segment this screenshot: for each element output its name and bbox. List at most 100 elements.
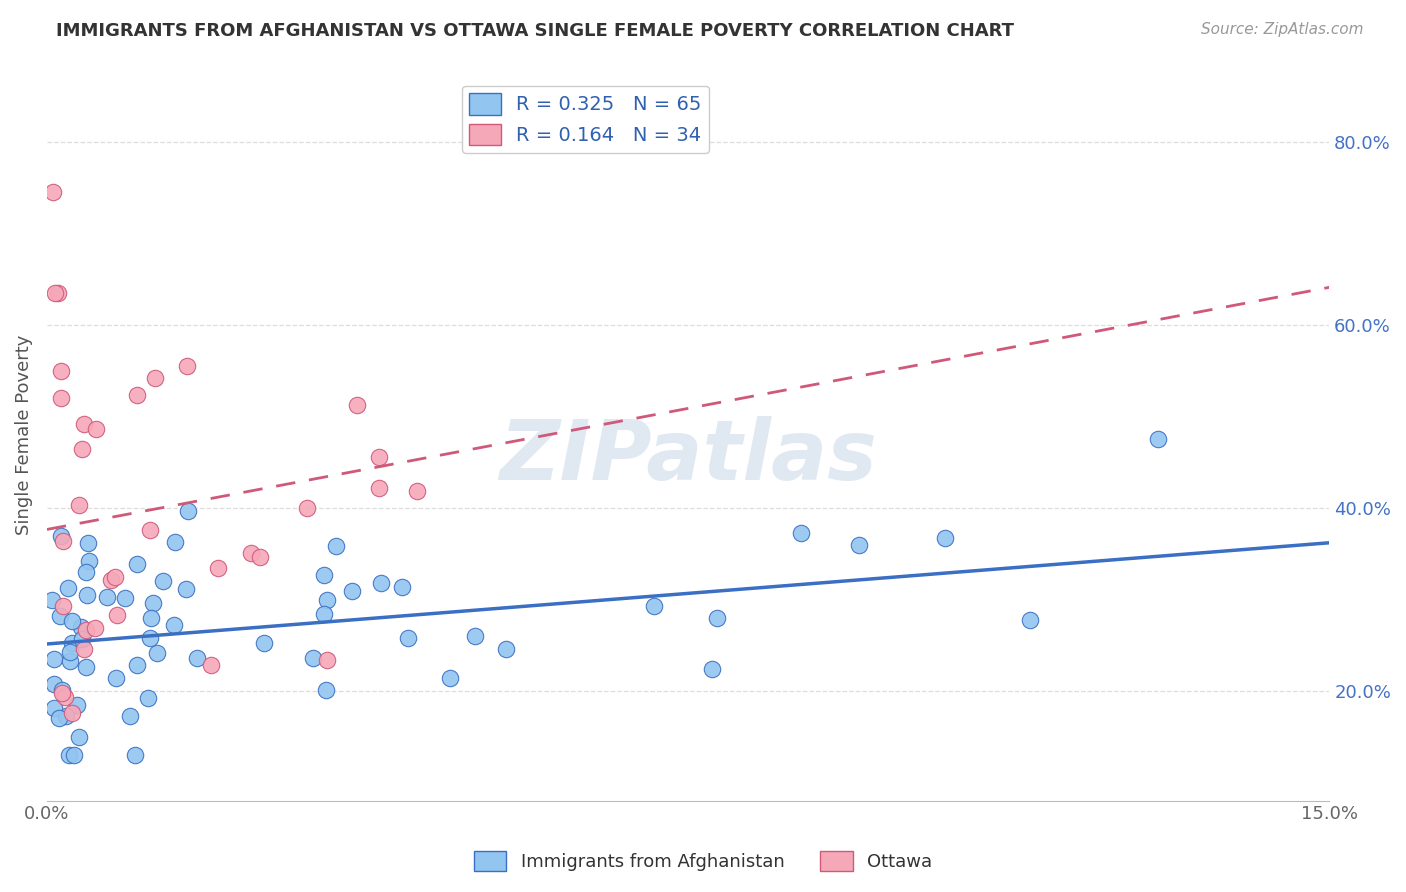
Point	[76, 535, 98, 549]
Point	[142, 596, 165, 610]
Point	[138, 631, 160, 645]
Point	[124, 747, 146, 762]
Point	[702, 661, 724, 675]
Point	[77, 554, 100, 568]
Point	[104, 671, 127, 685]
Point	[52, 599, 75, 613]
Point	[51, 391, 73, 405]
Point	[42, 701, 65, 715]
Point	[44, 285, 66, 300]
Point	[139, 611, 162, 625]
Point	[346, 399, 368, 413]
Point	[177, 504, 200, 518]
Point	[104, 570, 127, 584]
Point	[176, 359, 198, 373]
Point	[75, 623, 97, 637]
Point	[46, 285, 69, 300]
Legend: Immigrants from Afghanistan, Ottawa: Immigrants from Afghanistan, Ottawa	[467, 844, 939, 879]
Point	[41, 593, 63, 607]
Point	[163, 617, 186, 632]
Legend: R = 0.325   N = 65, R = 0.164   N = 34: R = 0.325 N = 65, R = 0.164 N = 34	[461, 86, 709, 153]
Text: IMMIGRANTS FROM AFGHANISTAN VS OTTAWA SINGLE FEMALE POVERTY CORRELATION CHART: IMMIGRANTS FROM AFGHANISTAN VS OTTAWA SI…	[56, 22, 1014, 40]
Point	[315, 652, 337, 666]
Point	[60, 706, 83, 721]
Point	[56, 581, 79, 595]
Point	[51, 682, 73, 697]
Point	[312, 567, 335, 582]
Point	[396, 631, 419, 645]
Point	[70, 620, 93, 634]
Point	[59, 654, 82, 668]
Point	[848, 538, 870, 552]
Point	[200, 658, 222, 673]
Point	[63, 747, 86, 762]
Point	[42, 677, 65, 691]
Point	[42, 185, 65, 199]
Point	[1019, 613, 1042, 627]
Text: Source: ZipAtlas.com: Source: ZipAtlas.com	[1201, 22, 1364, 37]
Point	[253, 635, 276, 649]
Point	[790, 525, 813, 540]
Point	[66, 698, 89, 712]
Point	[186, 650, 208, 665]
Point	[315, 683, 337, 698]
Point	[51, 529, 73, 543]
Point	[118, 709, 141, 723]
Text: ZIPatlas: ZIPatlas	[499, 416, 877, 497]
Point	[143, 371, 166, 385]
Point	[152, 574, 174, 589]
Point	[370, 576, 392, 591]
Point	[70, 442, 93, 457]
Point	[643, 599, 665, 614]
Point	[83, 621, 105, 635]
Point	[59, 645, 82, 659]
Point	[67, 730, 90, 744]
Point	[239, 546, 262, 560]
Point	[73, 641, 96, 656]
Point	[49, 363, 72, 377]
Point	[73, 417, 96, 431]
Point	[368, 481, 391, 495]
Point	[249, 550, 271, 565]
Point	[706, 610, 728, 624]
Point	[136, 690, 159, 705]
Point	[75, 566, 97, 580]
Point	[70, 632, 93, 646]
Point	[52, 534, 75, 549]
Point	[49, 609, 72, 624]
Point	[60, 615, 83, 629]
Point	[139, 523, 162, 537]
Point	[145, 646, 167, 660]
Point	[297, 501, 319, 516]
Point	[42, 652, 65, 666]
Point	[316, 592, 339, 607]
Point	[174, 582, 197, 597]
Point	[114, 591, 136, 606]
Point	[55, 708, 77, 723]
Point	[127, 657, 149, 672]
Point	[96, 591, 118, 605]
Point	[367, 450, 389, 465]
Point	[127, 388, 149, 402]
Point	[48, 711, 70, 725]
Point	[207, 561, 229, 575]
Point	[406, 483, 429, 498]
Point	[67, 498, 90, 512]
Point	[495, 642, 517, 657]
Point	[84, 422, 107, 436]
Point	[125, 557, 148, 571]
Point	[60, 636, 83, 650]
Point	[391, 581, 413, 595]
Y-axis label: Single Female Poverty: Single Female Poverty	[15, 334, 32, 535]
Point	[439, 671, 461, 685]
Point	[340, 584, 363, 599]
Point	[105, 607, 128, 622]
Point	[314, 607, 336, 622]
Point	[302, 651, 325, 665]
Point	[51, 685, 73, 699]
Point	[934, 531, 956, 545]
Point	[76, 588, 98, 602]
Point	[100, 573, 122, 587]
Point	[53, 690, 76, 704]
Point	[165, 534, 187, 549]
